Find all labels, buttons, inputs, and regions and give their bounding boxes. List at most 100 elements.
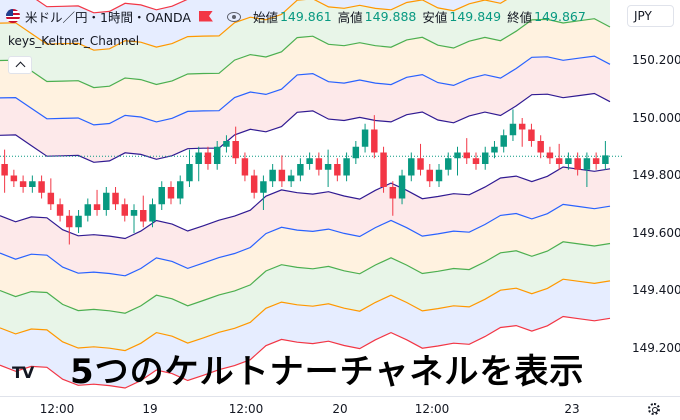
candle-body	[176, 181, 184, 199]
upper-band-line	[0, 18, 611, 89]
candle-body	[269, 169, 276, 182]
candle-body	[213, 146, 221, 164]
candle-body	[260, 181, 267, 193]
candle-body	[47, 192, 55, 205]
time-label: 12:00	[39, 402, 75, 416]
ohlc-open-value: 149.861	[279, 8, 332, 24]
tradingview-logo[interactable]: TV	[12, 363, 34, 382]
collapse-legend-button[interactable]	[8, 56, 32, 74]
candle-body	[195, 152, 202, 164]
candle-body	[112, 192, 119, 205]
candle-body	[546, 152, 554, 159]
candle-body	[324, 164, 332, 170]
upper-band-line	[0, 92, 611, 163]
settings-icon[interactable]	[648, 403, 660, 415]
lower-band-line	[0, 166, 611, 240]
candle-body	[583, 158, 591, 170]
lower-band-line	[0, 241, 611, 314]
price-label: 149.200	[632, 341, 680, 355]
time-label: 23	[564, 402, 580, 416]
ohlc-high-value: 149.888	[364, 8, 417, 24]
candle-body	[204, 152, 212, 164]
candle-body	[574, 158, 581, 170]
flag-icon[interactable]	[198, 10, 213, 22]
candle-body	[29, 181, 36, 187]
candle-body	[297, 164, 304, 176]
candle-body	[167, 187, 175, 199]
time-label: 19	[142, 402, 158, 416]
upper-band-line	[35, 0, 188, 14]
candle-body	[555, 158, 563, 164]
candle-body	[250, 175, 258, 193]
candle-body	[463, 152, 470, 159]
candle-body	[130, 210, 138, 216]
time-label: 12:00	[414, 402, 450, 416]
ohlc-high-label: 高値	[337, 9, 363, 25]
symbol-legend: 米ドル／円・1時間・OANDA 始値 149.861 高値 149.888 安値…	[6, 6, 592, 26]
candle-body	[380, 152, 387, 187]
candle-body	[528, 129, 535, 141]
price-label: 149.400	[632, 283, 680, 297]
candle-body	[103, 192, 110, 210]
candle-body	[518, 123, 526, 130]
candle-body	[84, 204, 92, 216]
candle-body	[232, 141, 239, 159]
eye-icon[interactable]	[226, 9, 241, 23]
flag-icon	[6, 9, 20, 23]
candle-body	[158, 187, 165, 205]
candle-body	[509, 123, 517, 136]
candle-body	[121, 204, 129, 216]
price-label: 150.200	[632, 53, 680, 67]
candle-body	[66, 215, 73, 228]
ohlc-low-label: 安値	[422, 9, 448, 25]
candle-body	[565, 158, 572, 164]
indicator-label[interactable]: keys_Keltner_Channel	[8, 34, 140, 48]
time-label: 20	[332, 402, 348, 416]
candle-body	[334, 164, 341, 176]
upper-band-fill	[0, 56, 610, 163]
ohlc-low-value: 149.849	[449, 8, 502, 24]
caption-text: 5つのケルトナーチャネルを表示	[70, 352, 585, 392]
candle-body	[19, 181, 27, 187]
candle-body	[343, 158, 350, 176]
candle-body	[10, 175, 18, 182]
time-axis[interactable]: 12:00 19 12:00 20 12:00 23	[0, 396, 680, 420]
chart-pane[interactable]	[0, 0, 622, 396]
candle-body	[241, 158, 249, 176]
candle-body	[315, 158, 323, 170]
candle-body	[602, 155, 609, 164]
candle-body	[491, 146, 498, 153]
lower-band-line	[0, 315, 611, 389]
ohlc-close-value: 149.867	[534, 8, 586, 24]
candle-body	[398, 175, 406, 199]
candle-body	[361, 129, 369, 147]
candle-body	[38, 181, 45, 193]
candle-body	[389, 187, 397, 199]
currency-button[interactable]: JPY	[627, 5, 674, 27]
candle-body	[472, 158, 480, 164]
candle-body	[435, 169, 443, 182]
price-chart[interactable]	[0, 0, 622, 396]
candle-body	[140, 210, 147, 222]
candle-body	[306, 158, 313, 164]
candle-body	[454, 152, 461, 159]
candle-body	[75, 215, 82, 228]
candle-body	[223, 141, 230, 147]
candle-body	[287, 175, 295, 182]
ohlc-close-label: 終値	[507, 9, 533, 25]
candle-body	[417, 158, 424, 170]
candle-body	[537, 141, 544, 153]
candle-body	[426, 169, 434, 182]
upper-band-fill	[0, 0, 506, 51]
candle-body	[1, 164, 8, 176]
candle-body	[278, 169, 286, 182]
time-label: 12:00	[228, 402, 264, 416]
candle-body	[371, 129, 378, 153]
price-axis[interactable]	[622, 0, 680, 396]
price-label: 150.000	[632, 111, 680, 125]
lower-band-line	[0, 278, 611, 352]
upper-band-fill	[0, 18, 610, 125]
candle-body	[56, 204, 64, 216]
chevron-up-icon	[15, 61, 25, 72]
symbol-title[interactable]: 米ドル／円・1時間・OANDA	[25, 9, 191, 25]
